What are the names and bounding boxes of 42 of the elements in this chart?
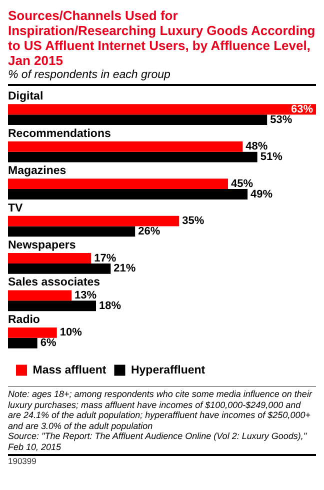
legend-label: Hyperaffluent [130, 364, 206, 376]
data-label: 21% [114, 262, 136, 275]
chart-subtitle: % of respondents in each group [8, 69, 316, 86]
source-note: Source: "The Report: The Affluent Audience Online (Vol 2: Luxury Goods)," Feb 10, 2015 [8, 431, 308, 452]
data-label: 6% [40, 337, 56, 350]
bar [8, 263, 111, 274]
bar [8, 327, 57, 338]
chart-title: Sources/Channels Used for Inspiration/Researching Luxury Goods According to US Affluent Internet Users, by Affluence Level, Jan 2015 [8, 8, 316, 68]
data-label: 26% [138, 225, 160, 238]
data-label: 35% [182, 215, 204, 228]
data-label: 18% [99, 300, 122, 312]
bar [8, 300, 96, 312]
data-label: 63% [290, 103, 314, 116]
y-tick-label: TV [8, 202, 24, 214]
y-tick-label: Newspapers [8, 239, 76, 252]
text: Note: ages 18+; among respondents who cite some media influence on their luxury purchases; mass affluent have incomes of $100,000-$249,000 and are 24.1% of the adult population; hyperaffluent have incomes of $250,000+ and are 3.0% of the adult population [8, 389, 314, 431]
data-label: 48% [246, 140, 268, 153]
bar [8, 290, 72, 301]
bar [8, 253, 92, 264]
bar [8, 178, 228, 190]
data-label: 10% [60, 326, 82, 339]
data-label: 13% [74, 290, 97, 302]
data-label: 51% [260, 151, 283, 164]
y-tick-label: Digital [8, 90, 44, 103]
y-tick-label: Recommendations [8, 128, 111, 140]
y-tick-label: Radio [8, 314, 40, 326]
bar [8, 226, 136, 237]
bar [8, 104, 316, 115]
data-label: 49% [250, 188, 273, 200]
data-label: 17% [94, 252, 116, 264]
data-label: 53% [270, 114, 292, 126]
legend-label: Mass affluent [32, 364, 106, 376]
y-tick-label: Sales associates [8, 276, 100, 289]
bar [8, 114, 268, 126]
bar [8, 141, 243, 152]
text: 190399 [8, 456, 38, 466]
bar [8, 152, 258, 162]
bar [8, 338, 38, 348]
bar [8, 189, 248, 200]
data-label: 45% [231, 178, 254, 190]
bar [8, 216, 180, 226]
y-tick-label: Magazines [8, 165, 66, 178]
